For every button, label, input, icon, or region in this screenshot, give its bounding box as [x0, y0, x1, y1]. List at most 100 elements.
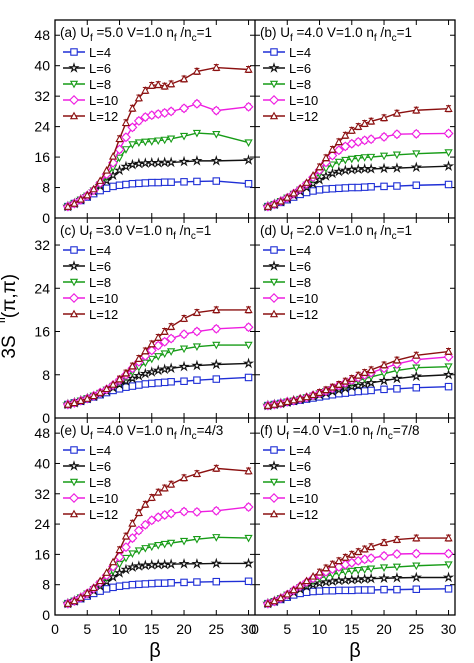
legend-marker [269, 509, 279, 518]
data-point [393, 585, 401, 594]
legend-label: L=6 [89, 459, 111, 474]
title-text: /n [377, 25, 392, 40]
data-point [315, 162, 324, 171]
data-point [352, 379, 364, 391]
legend-label: L=10 [289, 491, 318, 506]
data-point [410, 161, 422, 173]
data-point [443, 548, 454, 559]
title-text: =4.0 V=1.0 n [289, 423, 370, 438]
y-tick-label: 40 [34, 455, 50, 471]
data-point [341, 586, 350, 595]
legend-label: L=10 [89, 491, 118, 506]
data-point [148, 178, 156, 187]
data-point [133, 560, 145, 571]
title-subscript: f [286, 431, 289, 442]
data-point [121, 368, 131, 377]
data-point [160, 327, 169, 335]
title-subscript: f [90, 431, 93, 442]
data-point [367, 386, 375, 395]
data-point [360, 154, 369, 162]
data-point [411, 128, 422, 139]
series-L=12 [263, 347, 453, 409]
data-point [146, 366, 158, 377]
data-point [321, 563, 331, 572]
data-point [289, 188, 298, 197]
data-point [243, 502, 254, 513]
data-point [167, 579, 175, 587]
data-point [379, 538, 389, 546]
legend-label: L=6 [289, 459, 311, 474]
data-point [366, 553, 377, 564]
data-point [339, 164, 351, 176]
data-point [211, 105, 222, 116]
legend-label: L=12 [89, 109, 118, 124]
data-point [242, 357, 255, 369]
data-point [179, 132, 189, 141]
legend-marker [268, 260, 280, 271]
data-point [365, 376, 377, 388]
data-point [191, 557, 203, 569]
data-point [321, 385, 331, 394]
legend-label: L=4 [289, 443, 311, 458]
data-point [276, 399, 285, 407]
legend-label: L=8 [89, 475, 111, 490]
title-subscript: f [174, 431, 177, 442]
series-L=12 [263, 104, 453, 210]
data-point [365, 572, 377, 584]
data-point [70, 199, 79, 207]
data-point [244, 139, 253, 147]
series-L=12 [63, 63, 253, 210]
y-tick-label: 0 [42, 410, 50, 426]
data-point [379, 564, 389, 572]
data-point [333, 574, 345, 586]
legend-label: L=10 [289, 93, 318, 108]
data-point [354, 567, 363, 575]
data-point [360, 544, 369, 553]
legend-label: L=10 [89, 291, 118, 306]
data-point [212, 464, 221, 472]
data-point [63, 400, 73, 408]
data-point [63, 202, 73, 210]
legend-label: L=4 [289, 45, 311, 60]
data-point [347, 550, 356, 558]
data-point [147, 81, 156, 89]
data-point [115, 154, 124, 163]
legend-label: L=4 [89, 443, 111, 458]
data-point [113, 567, 126, 578]
data-point [289, 585, 298, 594]
title-text: /n [373, 423, 388, 438]
data-point [180, 178, 188, 186]
data-point [96, 388, 105, 396]
legend-marker [69, 95, 79, 105]
data-point [244, 341, 253, 350]
axis-labels: 3S ff (π,π) β β 0 0 [0, 274, 361, 662]
data-point [315, 186, 324, 194]
data-point [193, 177, 201, 186]
legend-marker [69, 478, 79, 487]
data-point [379, 113, 389, 122]
data-point [89, 583, 98, 591]
y-tick-label: 48 [34, 27, 50, 43]
data-point [444, 104, 453, 112]
data-point [212, 341, 221, 350]
data-point [412, 383, 421, 392]
data-point [147, 355, 156, 364]
data-point [367, 542, 376, 551]
data-point [154, 80, 163, 88]
data-point [244, 65, 253, 73]
panel-d: (d) Uf =2.0 V=1.0 nf /nc=1L=4L=6L=8L=10L… [255, 218, 455, 419]
legend-marker [269, 309, 279, 318]
legend-marker [270, 246, 278, 254]
data-point [348, 586, 356, 595]
data-point [147, 543, 156, 552]
data-point [134, 547, 143, 555]
data-point [333, 165, 345, 177]
data-point [128, 103, 137, 112]
data-point [244, 534, 253, 543]
data-point [308, 390, 318, 399]
data-point [391, 571, 403, 583]
y-tick-label: 8 [42, 577, 50, 593]
data-point [392, 108, 402, 117]
data-point [244, 373, 253, 382]
